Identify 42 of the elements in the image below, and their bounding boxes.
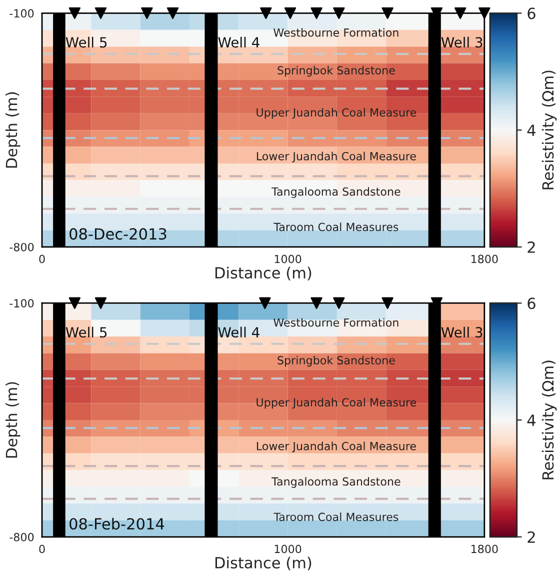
color-bar-label: 2 [528,531,535,543]
annotation: Upper Juandah Coal Measure [256,398,416,409]
color-bar-title: Resistivity (Ωm) [542,70,557,190]
color-bar-label: 4 [527,414,536,426]
color-bar-label: 2 [528,241,535,253]
y-tick-label: -800 [10,242,34,252]
color-bar-label: 6 [528,8,536,20]
band-label: Well 3 [441,36,482,48]
annotation: Springbok Sandstone [278,356,395,367]
color-bar-label: 6 [528,298,536,310]
x-tick-label: 1000 [274,544,302,554]
x-tick-label: 1800 [471,544,498,554]
y-tick-label: -100 [10,299,34,308]
band-label: Well 5 [66,36,107,48]
color-bar-title: Resistivity (Ωm) [542,360,557,480]
x-tick-label: 0 [39,254,45,264]
band-label: Well 4 [218,36,260,48]
annotation: Tangalooma Sandstone [272,477,400,488]
annotation: Taroom Coal Measures [274,512,398,522]
x-tick-label: 0 [39,544,45,554]
annotation: 08-Feb-2014 [70,518,164,530]
band-label: Well 5 [66,326,107,338]
band-label: Well 3 [441,326,482,338]
x-tick-label: 1000 [274,254,302,264]
x-axis-title: Distance (m) [215,266,312,280]
annotation: Tangalooma Sandstone [272,187,400,198]
annotation: Westbourne Formation [274,318,398,327]
annotation: Lower Juandah Coal Measure [256,152,416,162]
y-tick-label: -100 [10,9,34,18]
y-axis-title: Depth (m) [5,382,20,458]
annotation: Lower Juandah Coal Measure [256,442,416,452]
x-axis-title: Distance (m) [215,556,312,570]
annotation: Westbourne Formation [274,28,398,37]
annotation: Upper Juandah Coal Measure [256,108,416,119]
x-tick-label: 1800 [471,254,498,264]
color-bar-label: 4 [527,124,536,136]
annotation: Springbok Sandstone [278,66,395,77]
band-label: Well 4 [218,326,260,338]
annotation: 08-Dec-2013 [70,228,166,240]
y-tick-label: -800 [10,532,34,542]
y-axis-title: Depth (m) [5,92,20,168]
annotation: Taroom Coal Measures [274,222,398,232]
